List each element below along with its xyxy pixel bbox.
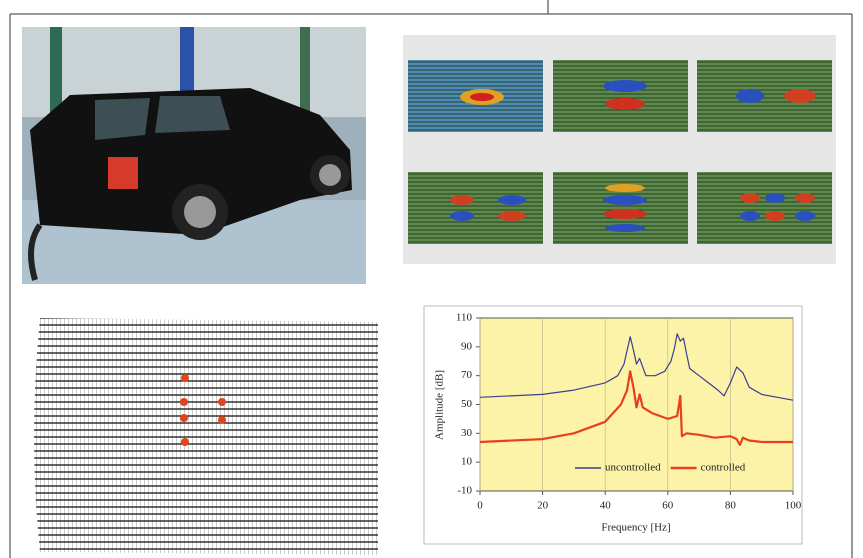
y-tick-label: 10 xyxy=(461,456,473,468)
mode-panel xyxy=(408,172,543,244)
sensor-mesh xyxy=(34,318,378,555)
legend-label: controlled xyxy=(701,462,746,474)
mode-panel xyxy=(553,172,688,244)
y-tick-label: 50 xyxy=(461,398,473,410)
y-tick-label: 70 xyxy=(461,369,473,381)
y-axis-label: Amplitude [dB] xyxy=(434,370,446,440)
mode-shapes xyxy=(403,35,836,264)
page: -10 10 30 50 70 90 110 0 20 40 60 80 100 uncontrolled… xyxy=(0,0,863,558)
mode-panel xyxy=(408,60,543,132)
figure: -10 10 30 50 70 90 110 0 20 40 60 80 100 uncontrolled… xyxy=(0,0,863,558)
x-tick-label: 20 xyxy=(537,500,549,512)
y-tick-label: -10 xyxy=(457,485,472,497)
x-tick-label: 80 xyxy=(725,500,737,512)
mode-panel xyxy=(697,60,832,132)
mode-panel xyxy=(697,172,832,244)
y-tick-label: 110 xyxy=(456,312,473,324)
mode-panel xyxy=(553,60,688,132)
x-tick-label: 60 xyxy=(662,500,674,512)
car-photo xyxy=(22,27,366,284)
x-axis-label: Frequency [Hz] xyxy=(601,522,670,534)
y-tick-label: 30 xyxy=(461,427,473,439)
x-tick-label: 40 xyxy=(600,500,612,512)
y-tick-label: 90 xyxy=(461,340,473,352)
x-tick-label: 100 xyxy=(785,500,802,512)
x-tick-label: 0 xyxy=(477,500,483,512)
legend-label: uncontrolled xyxy=(605,462,661,474)
